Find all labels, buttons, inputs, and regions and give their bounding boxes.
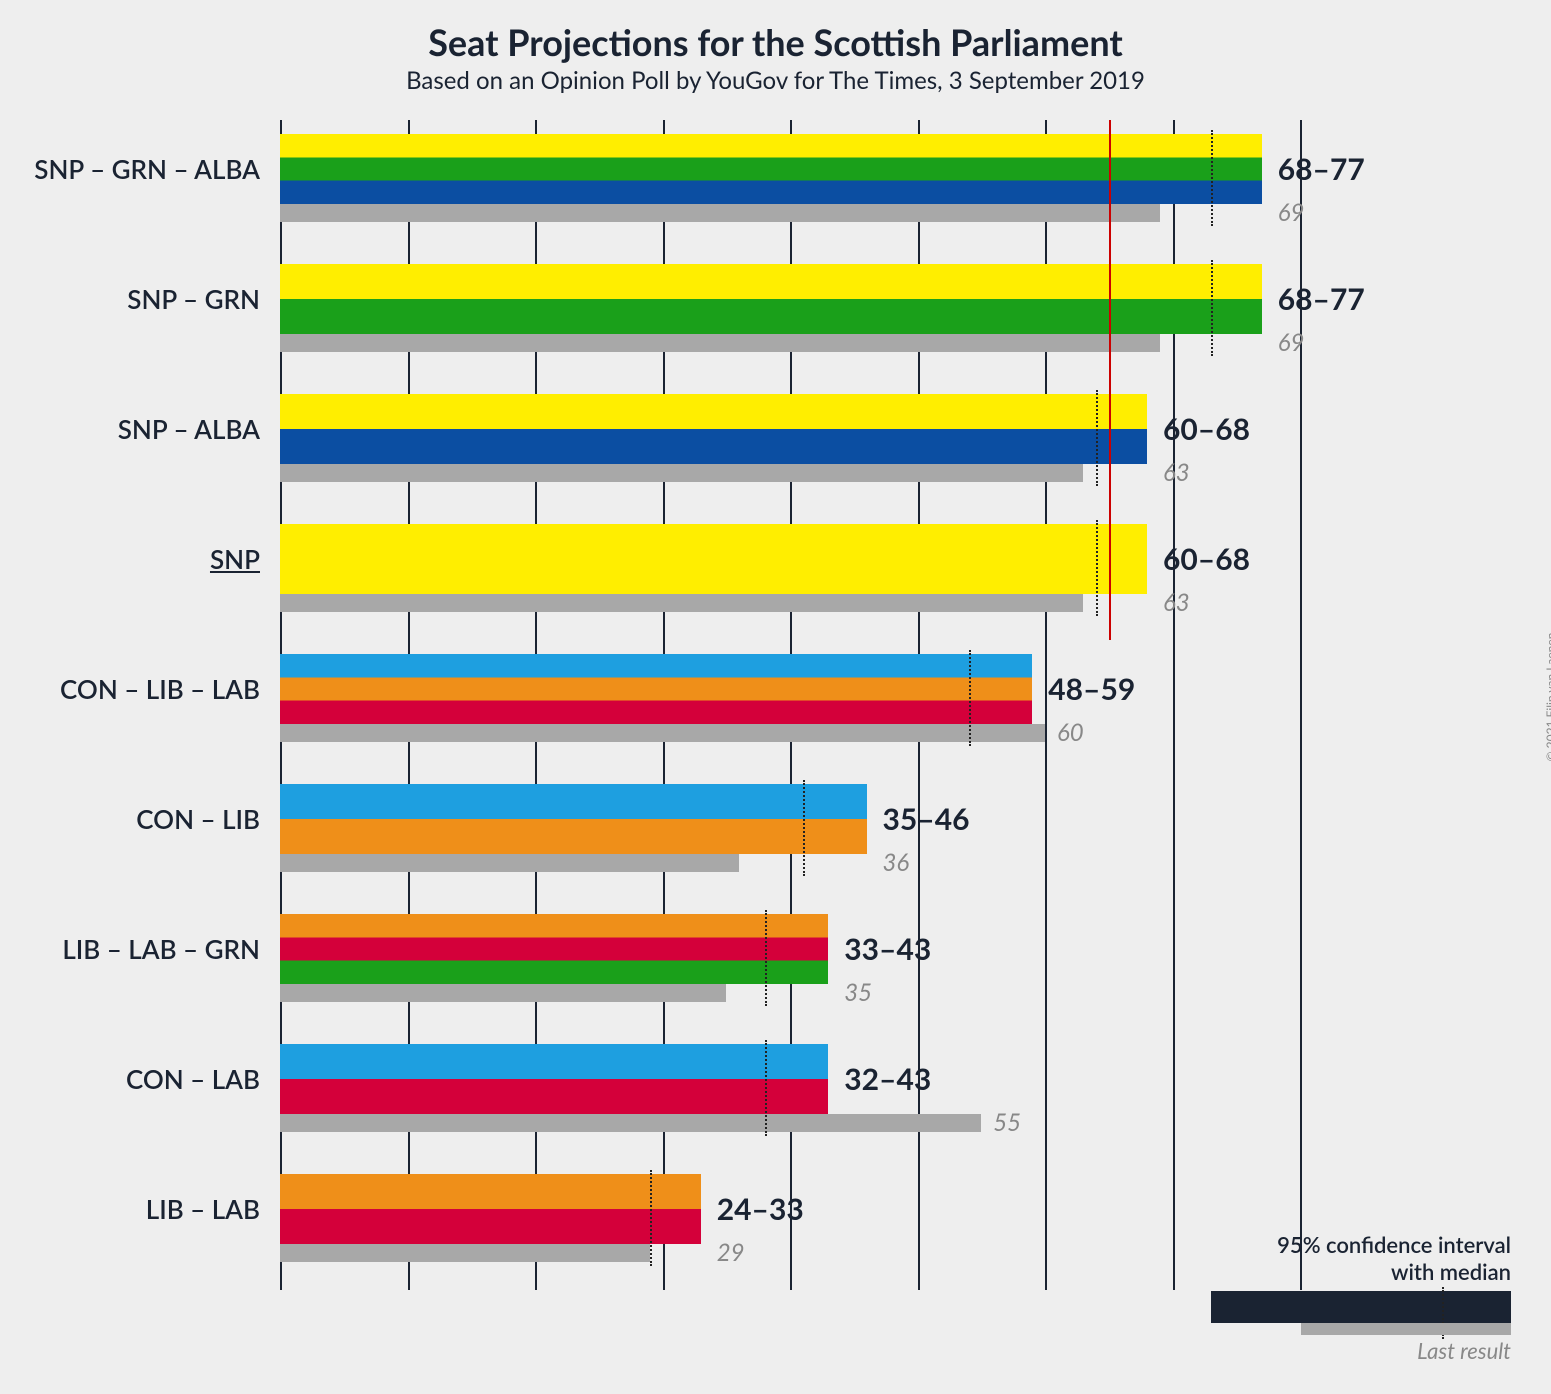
range-label: 35–46 (883, 801, 970, 837)
bar-solid (280, 134, 1147, 204)
last-result-bar (280, 1114, 981, 1132)
coalition-row: CON – LIB 35–4636 (280, 784, 1300, 872)
bar-solid (280, 784, 726, 854)
bar-solid (280, 394, 1045, 464)
legend: 95% confidence intervalwith median Last … (1211, 1231, 1511, 1364)
bar-ci-upper (1211, 264, 1262, 334)
coalition-row: LIB – LAB – GRN 33–4335 (280, 914, 1300, 1002)
median-line (803, 780, 805, 876)
range-label: 48–59 (1048, 671, 1135, 707)
median-line (1211, 260, 1213, 356)
median-line (1096, 520, 1098, 616)
bar-ci-lower (726, 784, 803, 854)
median-line (1211, 130, 1213, 226)
last-result-bar (280, 594, 1083, 612)
median-line (765, 1040, 767, 1136)
range-label: 60–68 (1163, 411, 1250, 447)
majority-line (1109, 120, 1111, 640)
range-label: 60–68 (1163, 541, 1250, 577)
range-label: 33–43 (844, 931, 931, 967)
coalition-label: SNP (210, 543, 280, 575)
bar-ci-upper (1211, 134, 1262, 204)
coalition-row: LIB – LAB 24–3329 (280, 1174, 1300, 1262)
legend-last-bar (1301, 1323, 1511, 1335)
range-label: 68–77 (1278, 281, 1365, 317)
median-line (969, 650, 971, 746)
legend-last-label: Last result (1211, 1337, 1511, 1364)
last-result-label: 69 (1278, 328, 1305, 357)
last-result-label: 63 (1163, 458, 1190, 487)
copyright: © 2021 Filip van Laenen (1543, 633, 1551, 762)
bar-ci-upper (1096, 394, 1147, 464)
last-result-label: 55 (993, 1108, 1021, 1137)
legend-ci-label-2: with median (1211, 1258, 1511, 1285)
coalition-row: SNP – GRN 68–7769 (280, 264, 1300, 352)
bar-ci-upper (803, 784, 867, 854)
coalition-label: SNP – GRN – ALBA (34, 153, 280, 185)
legend-ci-label: 95% confidence interval (1211, 1231, 1511, 1258)
bar-solid (280, 1174, 586, 1244)
coalition-row: SNP – GRN – ALBA 68–7769 (280, 134, 1300, 222)
bar-ci-lower (688, 1044, 765, 1114)
coalition-label: CON – LIB (136, 803, 280, 835)
last-result-label: 69 (1278, 198, 1305, 227)
coalition-label: CON – LIB – LAB (60, 673, 280, 705)
bar-ci-lower (1045, 394, 1096, 464)
median-line (650, 1170, 652, 1266)
bar-ci-lower (1045, 524, 1096, 594)
chart-title: Seat Projections for the Scottish Parlia… (0, 20, 1551, 64)
coalition-row: CON – LIB – LAB 48–5960 (280, 654, 1300, 742)
bar-ci-upper (765, 1044, 829, 1114)
median-line (1096, 390, 1098, 486)
bar-ci-upper (765, 914, 829, 984)
legend-bar (1211, 1291, 1511, 1323)
last-result-bar (280, 204, 1160, 222)
bar-solid (280, 1044, 688, 1114)
bar-solid (280, 524, 1045, 594)
last-result-label: 63 (1163, 588, 1190, 617)
last-result-label: 60 (1057, 718, 1084, 747)
coalition-label: SNP – ALBA (118, 413, 280, 445)
coalition-label: LIB – LAB (146, 1193, 280, 1225)
last-result-bar (280, 464, 1083, 482)
last-result-bar (280, 854, 739, 872)
last-result-bar (280, 334, 1160, 352)
range-label: 32–43 (844, 1061, 931, 1097)
bar-ci-lower (701, 914, 765, 984)
coalition-row: SNP 60–6863 (280, 524, 1300, 612)
bar-solid (280, 914, 701, 984)
last-result-label: 29 (717, 1238, 745, 1267)
chart-area: SNP – GRN – ALBA 68–7769SNP – GRN (280, 120, 1300, 1290)
bar-ci-upper (1096, 524, 1147, 594)
last-result-label: 35 (844, 978, 872, 1007)
last-result-label: 36 (883, 848, 910, 877)
bar-solid (280, 654, 892, 724)
bar-ci-upper (969, 654, 1033, 724)
bar-ci-lower (1147, 134, 1211, 204)
bar-ci-lower (892, 654, 969, 724)
bar-ci-lower (1147, 264, 1211, 334)
coalition-label: SNP – GRN (127, 283, 280, 315)
bar-ci-upper (650, 1174, 701, 1244)
bar-solid (280, 264, 1147, 334)
last-result-bar (280, 1244, 650, 1262)
coalition-label: LIB – LAB – GRN (62, 933, 280, 965)
coalition-label: CON – LAB (126, 1063, 280, 1095)
last-result-bar (280, 984, 726, 1002)
range-label: 68–77 (1278, 151, 1365, 187)
range-label: 24–33 (717, 1191, 804, 1227)
coalition-row: CON – LAB 32–4355 (280, 1044, 1300, 1132)
chart-subtitle: Based on an Opinion Poll by YouGov for T… (0, 66, 1551, 95)
bar-ci-lower (586, 1174, 650, 1244)
coalition-row: SNP – ALBA 60–6863 (280, 394, 1300, 482)
median-line (765, 910, 767, 1006)
last-result-bar (280, 724, 1045, 742)
